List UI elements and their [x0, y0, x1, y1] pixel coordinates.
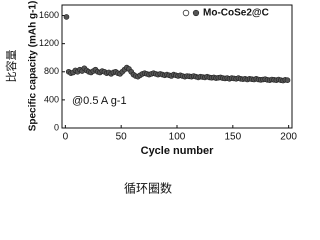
legend-label: Mo-CoSe2@C: [203, 8, 269, 19]
legend-marker-open: [182, 9, 190, 17]
y-tick-label: 1600: [39, 10, 59, 20]
x-tick-label: 0: [63, 132, 69, 143]
data-point: [63, 14, 70, 20]
chart: 比容量 Specific capacity (mAh g-1) Cycle nu…: [4, 1, 297, 196]
annotation: @0.5 A g-1: [72, 95, 127, 107]
x-label: Cycle number: [141, 145, 214, 157]
y-tick-label: 800: [44, 66, 59, 76]
y-label: Specific capacity (mAh g-1): [28, 1, 39, 132]
y-label-cn: 比容量: [4, 50, 18, 83]
x-tick-label: 200: [280, 132, 297, 143]
y-tick-label: 400: [44, 94, 59, 104]
x-tick-label: 150: [224, 132, 241, 143]
x-label-cn: 循环圈数: [124, 181, 172, 196]
y-tick-label: 1200: [39, 38, 59, 48]
x-tick-label: 100: [169, 132, 186, 143]
x-tick-label: 50: [116, 132, 128, 143]
data-point: [284, 77, 291, 84]
legend-marker: [192, 9, 200, 17]
plot-frame: [61, 4, 293, 129]
y-tick-label: 0: [54, 122, 59, 132]
